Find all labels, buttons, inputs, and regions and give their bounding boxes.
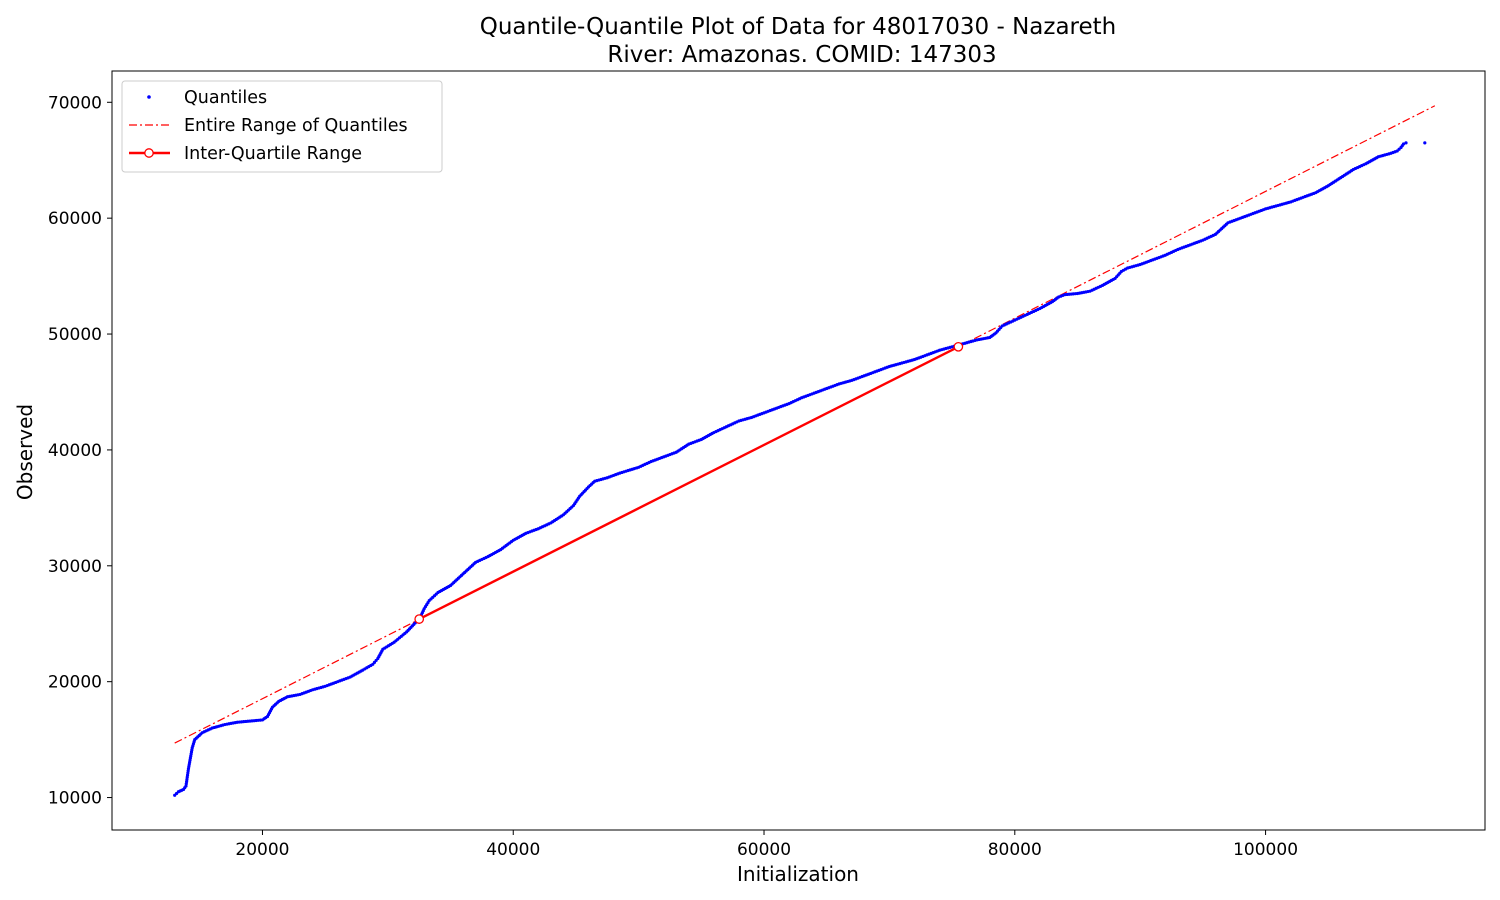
iqr-line: [418, 345, 959, 621]
quantile-points: [173, 141, 1427, 797]
plot-area: [173, 105, 1436, 797]
y-tick-label: 40000: [48, 441, 102, 461]
legend-quantiles-marker: [147, 95, 151, 99]
y-tick-label: 20000: [48, 673, 102, 693]
y-tick-label: 30000: [48, 557, 102, 577]
quantile-point: [1404, 141, 1408, 145]
x-tick-label: 80000: [988, 840, 1042, 860]
y-tick-label: 50000: [48, 325, 102, 345]
iqr-endpoint-marker: [953, 341, 964, 352]
axes: 20000 40000 60000 80000 100000 10000 20000 3000…: [48, 93, 1298, 860]
quantile-point: [1423, 141, 1427, 145]
legend-quantiles-label: Quantiles: [184, 88, 267, 108]
x-axis-label: Initialization: [737, 862, 859, 886]
legend-box: [121, 80, 443, 173]
x-tick-label: 100000: [1233, 840, 1298, 860]
y-tick-label: 60000: [48, 209, 102, 229]
legend-entire-range-label: Entire Range of Quantiles: [184, 116, 408, 136]
quantile-point: [1401, 142, 1406, 146]
x-tick-label: 20000: [235, 840, 289, 860]
chart-subtitle: River: Amazonas. COMID: 147303: [607, 42, 996, 68]
plot-frame: [111, 70, 1486, 831]
y-axis-label: Observed: [13, 404, 37, 500]
legend-iqr-label: Inter-Quartile Range: [184, 144, 362, 164]
x-tick-label: 60000: [737, 840, 791, 860]
y-tick-label: 70000: [48, 93, 102, 113]
iqr-endpoint-marker: [414, 614, 425, 624]
x-tick-label: 40000: [486, 840, 540, 860]
chart-title: Quantile-Quantile Plot of Data for 48017…: [480, 14, 1117, 40]
legend-iqr-marker: [144, 148, 154, 158]
legend: Quantiles Entire Range of Quantiles Inte…: [121, 80, 443, 173]
y-tick-label: 10000: [48, 789, 102, 809]
